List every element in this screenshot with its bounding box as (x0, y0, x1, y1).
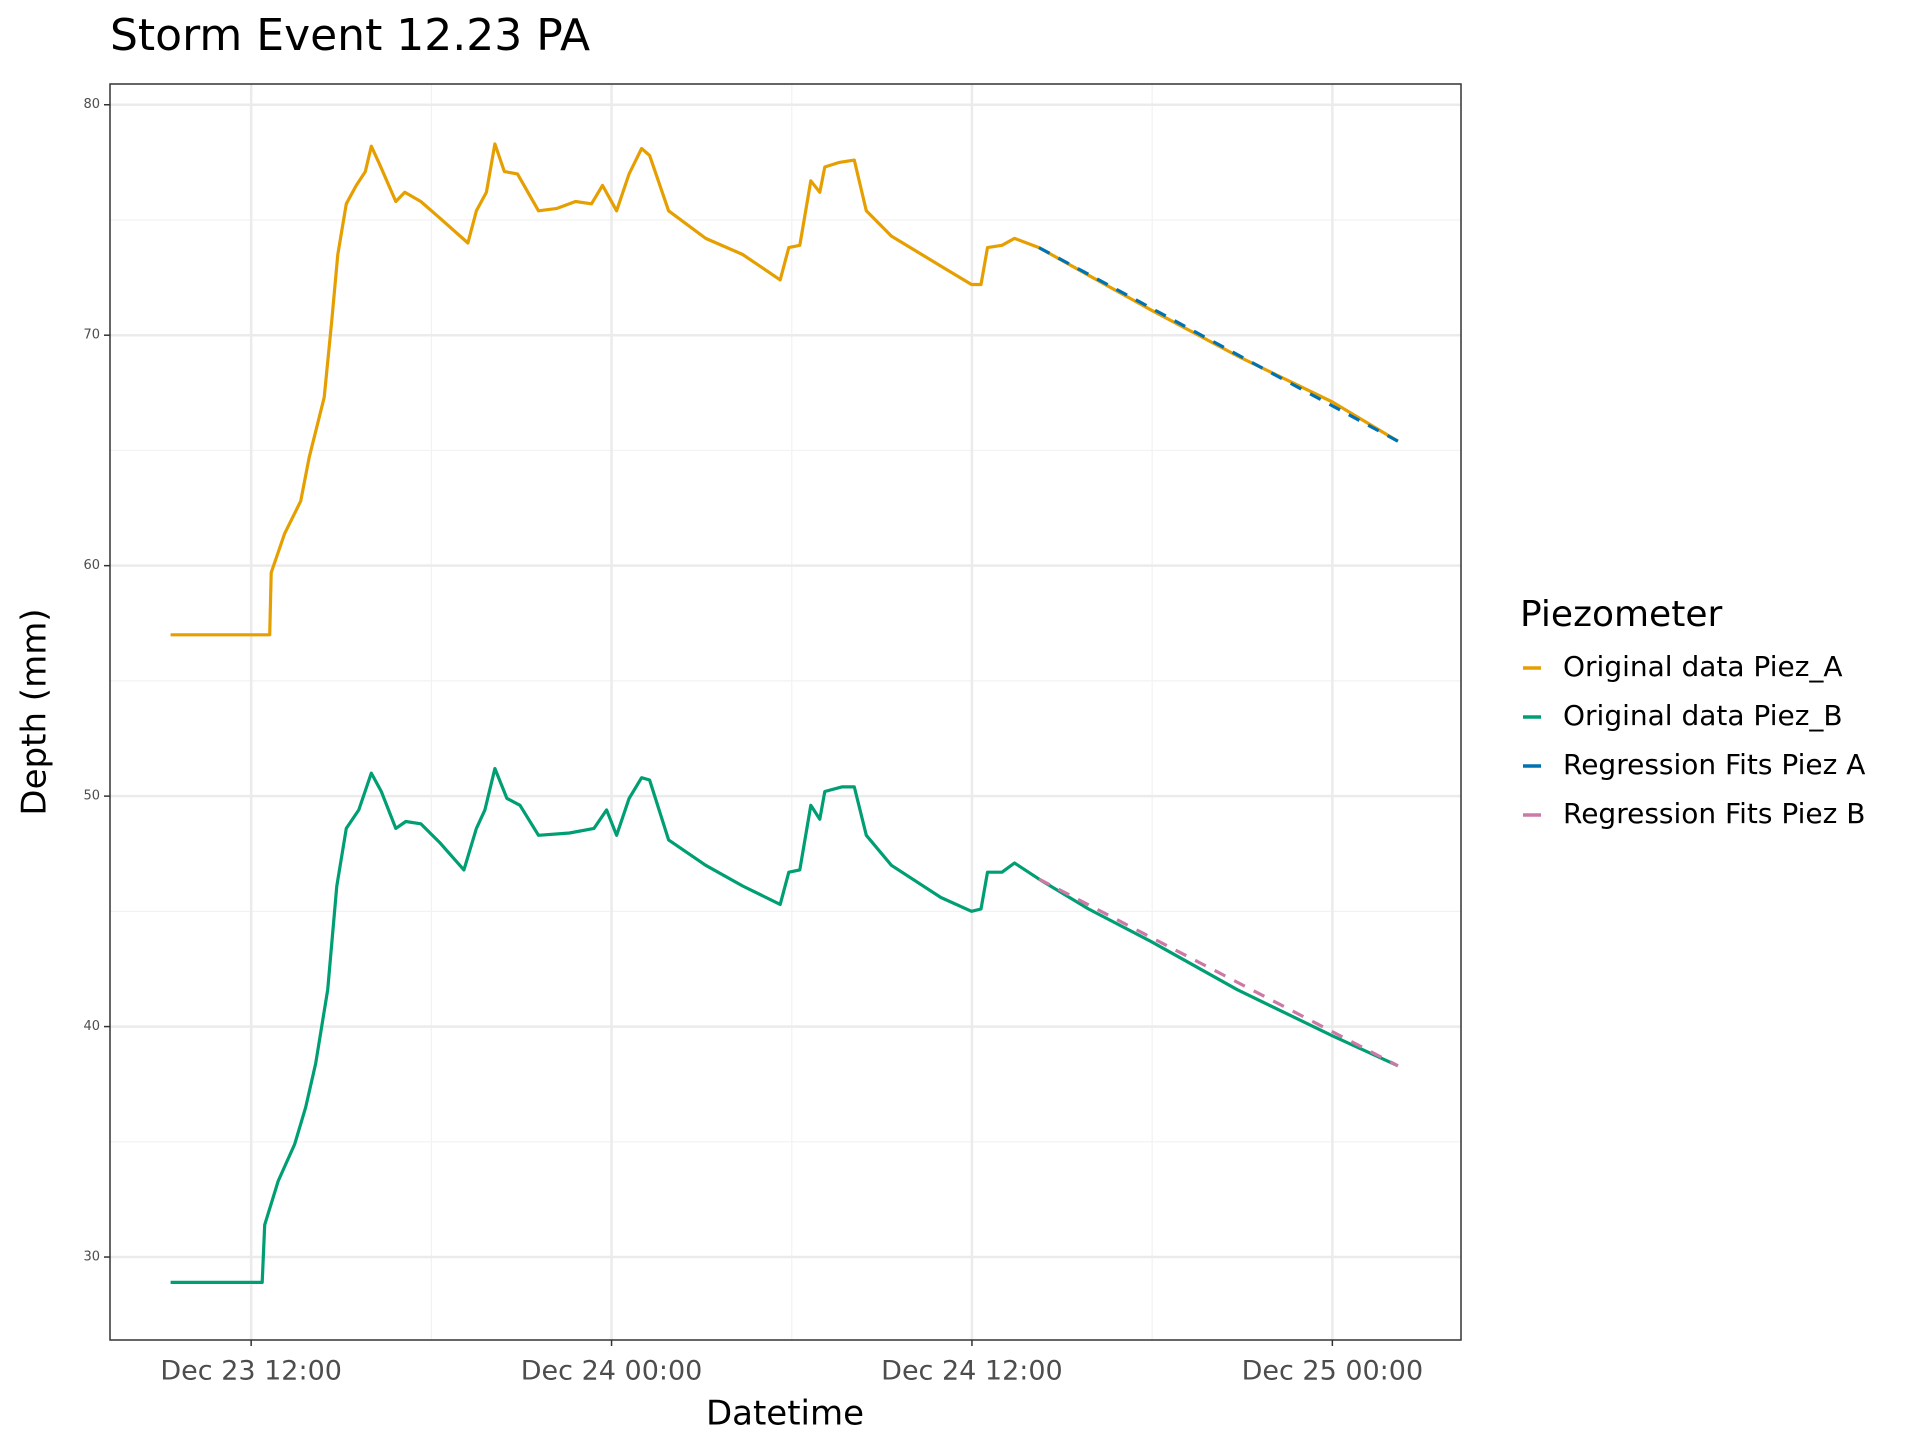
series-line (1038, 877, 1399, 1068)
legend-label: Regression Fits Piez A (1563, 748, 1865, 781)
x-tick-label: Dec 25 00:00 (1242, 1356, 1424, 1387)
y-tick-label: 60 (83, 558, 100, 573)
y-tick-label: 50 (83, 789, 100, 804)
panel-border (109, 83, 1462, 1341)
series-line (170, 142, 1399, 637)
plot-background (110, 84, 1461, 1340)
x-axis-title: Datetime (706, 1394, 864, 1434)
legend-label: Original data Piez_B (1563, 699, 1843, 732)
x-tick-label: Dec 23 12:00 (160, 1356, 342, 1387)
x-tick-label: Dec 24 12:00 (881, 1356, 1063, 1387)
y-tick-label: 40 (83, 1019, 100, 1034)
chart-title: Storm Event 12.23 PA (110, 10, 590, 61)
series-line (170, 766, 1399, 1284)
series-line (1038, 246, 1399, 443)
y-tick-label: 80 (83, 97, 100, 112)
legend-label: Original data Piez_A (1563, 650, 1843, 683)
legend-title: Piezometer (1520, 594, 1722, 635)
legend-label: Regression Fits Piez B (1563, 797, 1865, 830)
x-tick-label: Dec 24 00:00 (521, 1356, 703, 1387)
y-axis-title: Depth (mm) (15, 608, 55, 815)
y-tick-label: 70 (83, 328, 100, 343)
y-tick-label: 30 (83, 1250, 100, 1265)
